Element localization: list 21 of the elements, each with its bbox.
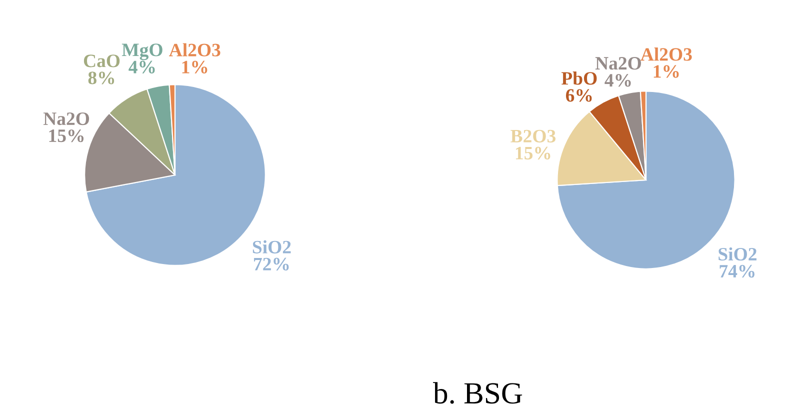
text: b. BSG — [433, 382, 522, 404]
slice-label: SiO2 — [718, 247, 756, 261]
slice-label: CaO — [84, 54, 120, 68]
data-label: 15% — [516, 146, 550, 160]
data-label: 6% — [566, 89, 592, 102]
slice-label: Al2O3 — [640, 48, 692, 61]
slice-label: PbO — [561, 72, 597, 85]
slice-label: Al2O3 — [169, 43, 220, 56]
data-label: 8% — [88, 72, 114, 84]
data-label: 15% — [49, 129, 84, 142]
slice-label: SiO2 — [252, 240, 291, 254]
data-label: 4% — [128, 60, 155, 74]
slice-label: B2O3 — [510, 130, 556, 142]
slice-label: Na2O — [43, 112, 90, 126]
data-label: 1% — [654, 65, 679, 78]
data-label: 74% — [720, 264, 754, 278]
data-label: 1% — [182, 60, 208, 74]
data-label: 72% — [254, 258, 289, 271]
data-label: 4% — [604, 74, 631, 87]
slice-label: MgO — [122, 44, 162, 60]
slice-label: Na2O — [595, 57, 641, 70]
